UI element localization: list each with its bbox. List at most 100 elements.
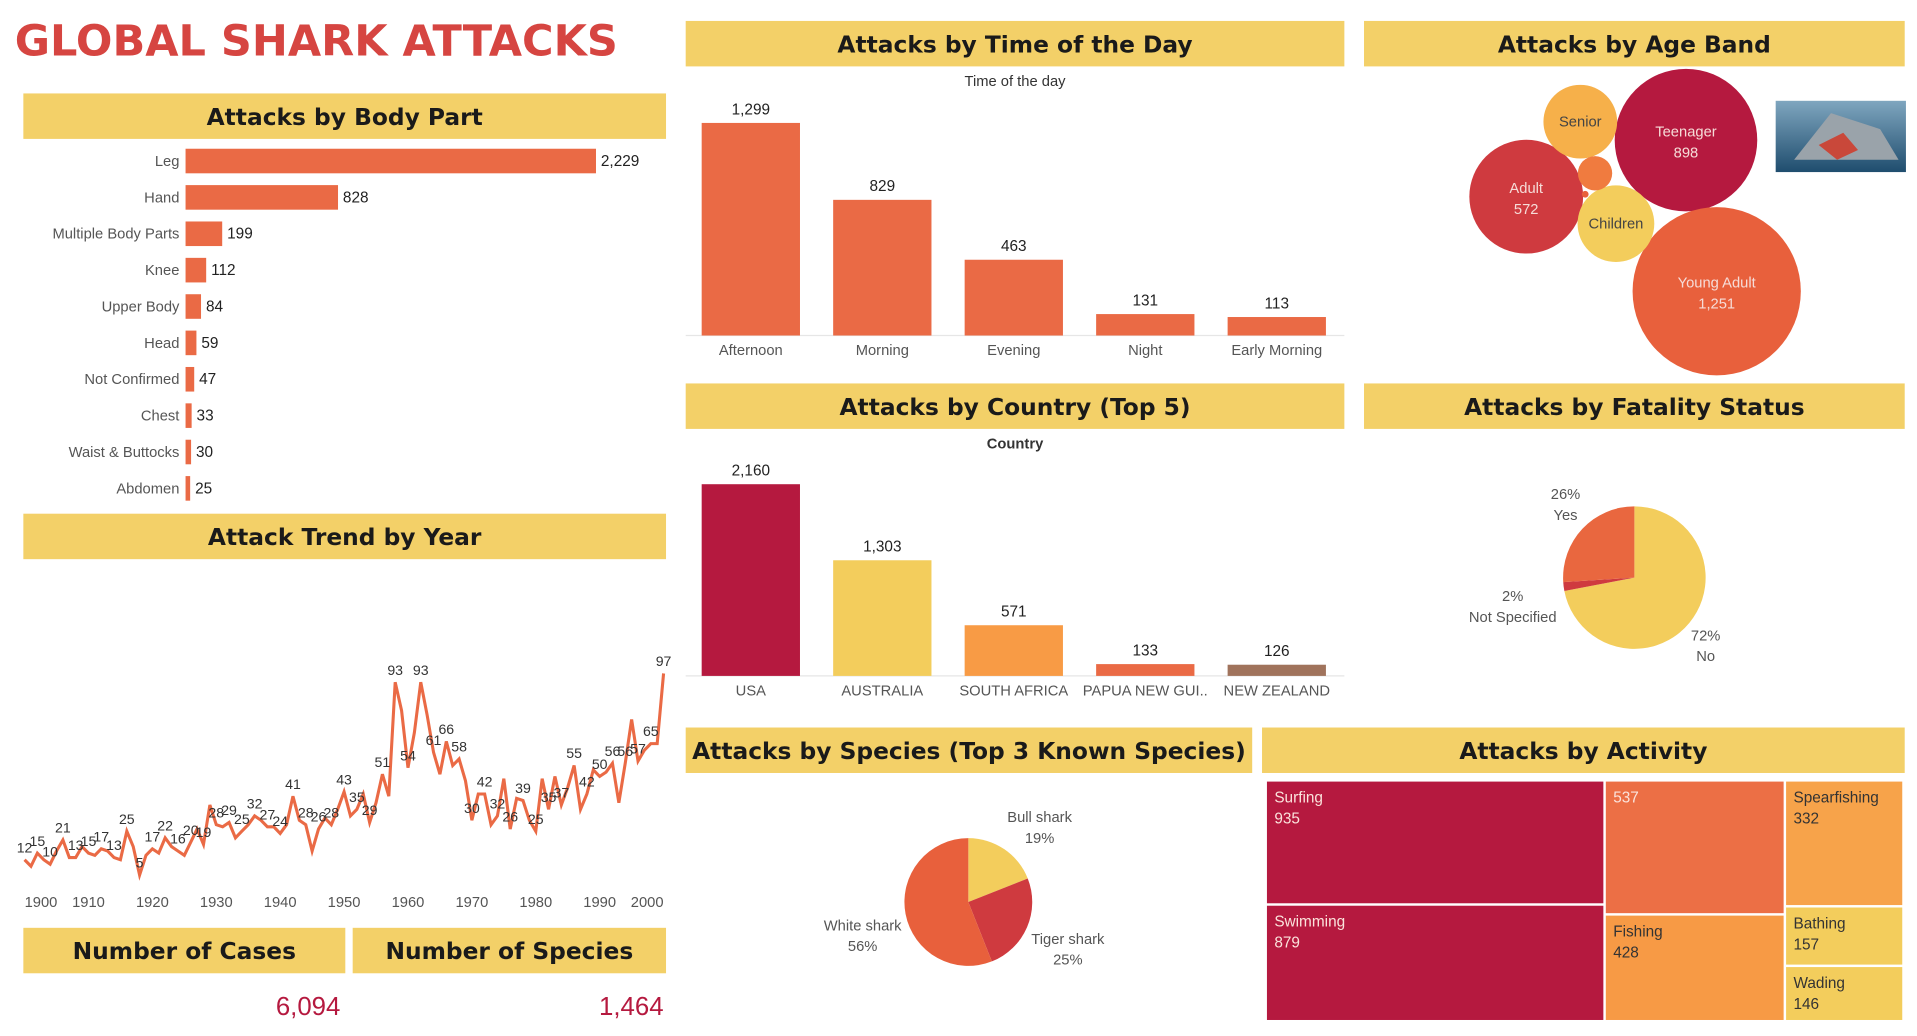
shark-photo <box>1775 100 1906 173</box>
category-label: Chest <box>141 409 180 425</box>
category-label: Abdomen <box>116 481 179 497</box>
panel-title: Attacks by Age Band <box>1498 30 1771 58</box>
category-label: Head <box>144 336 179 352</box>
slice-label: No <box>1696 649 1715 665</box>
bar <box>185 221 223 247</box>
panel-header <box>1364 383 1905 429</box>
data-label: 28 <box>208 804 224 820</box>
slice-label: Tiger shark <box>1031 932 1105 948</box>
bubble <box>1469 139 1584 254</box>
data-label: 28 <box>298 804 314 820</box>
value-label: 25 <box>195 480 212 497</box>
x-tick-label: Morning <box>856 343 909 359</box>
x-tick-label: 1930 <box>200 895 233 911</box>
x-tick-label: 1990 <box>583 895 616 911</box>
panel-header <box>23 93 667 139</box>
cell-value: 428 <box>1613 944 1639 961</box>
data-label: 16 <box>170 831 186 847</box>
slice-label: Bull shark <box>1007 810 1072 826</box>
data-label: 51 <box>375 754 391 770</box>
cell-value: 537 <box>1613 789 1639 806</box>
panel-title: Attacks by Body Part <box>207 103 483 131</box>
data-label: 5 <box>136 855 144 871</box>
x-tick-label: Afternoon <box>719 343 783 359</box>
bubble <box>1577 185 1655 263</box>
treemap-cell <box>1786 781 1903 906</box>
data-label: 19 <box>196 824 212 840</box>
data-label: 55 <box>566 745 582 761</box>
panel-header <box>352 927 667 974</box>
bubble <box>1614 68 1758 212</box>
data-label: 56 <box>617 743 633 759</box>
data-label: 54 <box>400 747 416 763</box>
data-label: 93 <box>387 662 403 678</box>
x-tick-label: 1950 <box>328 895 361 911</box>
x-tick-label: Evening <box>987 343 1040 359</box>
bar <box>964 625 1063 676</box>
data-label: 26 <box>502 809 518 825</box>
slice-label: 26% <box>1551 487 1581 503</box>
treemap-cell <box>1266 905 1604 1020</box>
data-label: 65 <box>643 723 659 739</box>
panel-title: Number of Species <box>385 937 633 965</box>
x-tick-label: AUSTRALIA <box>841 684 923 700</box>
data-label: 32 <box>247 796 263 812</box>
bubble-label: Adult <box>1509 181 1543 197</box>
x-tick-label: NEW ZEALAND <box>1224 684 1330 700</box>
cell-label: Swimming <box>1274 914 1345 931</box>
treemap-cell <box>1605 781 1784 914</box>
x-tick-label: PAPUA NEW GUI.. <box>1083 684 1208 700</box>
panel-title: Attacks by Country (Top 5) <box>840 393 1191 421</box>
bubble <box>1577 156 1613 191</box>
cell-value: 935 <box>1274 810 1300 827</box>
bar <box>833 199 932 336</box>
data-label: 32 <box>490 796 506 812</box>
category-label: Waist & Buttocks <box>69 445 180 461</box>
value-label: 131 <box>1132 292 1158 309</box>
data-label: 58 <box>451 739 467 755</box>
cell-value: 146 <box>1793 996 1819 1013</box>
kpi-value: 1,464 <box>599 993 664 1021</box>
slice-label: 19% <box>1025 831 1055 847</box>
value-label: 113 <box>1265 295 1290 312</box>
panel-header <box>685 20 1345 67</box>
bar <box>833 560 932 676</box>
page-title: GLOBAL SHARK ATTACKS <box>15 16 618 66</box>
category-label: Upper Body <box>102 299 180 315</box>
bubble-label: Children <box>1588 217 1643 233</box>
panel-title: Attacks by Species (Top 3 Known Species) <box>692 737 1246 765</box>
pie-slice <box>968 838 1028 903</box>
panel-title: Number of Cases <box>73 937 296 965</box>
bubble-value: 1,251 <box>1698 296 1735 312</box>
bar <box>185 257 207 283</box>
x-tick-label: 1910 <box>72 895 105 911</box>
value-label: 828 <box>343 189 369 206</box>
cell-label: Spearfishing <box>1793 789 1878 806</box>
bubble <box>1543 84 1618 159</box>
x-tick-label: 2000 <box>631 895 664 911</box>
cell-label: Surfing <box>1274 789 1323 806</box>
panel-header <box>23 513 667 560</box>
pie-slice <box>1563 506 1635 583</box>
x-tick-label: 1920 <box>136 895 169 911</box>
data-label: 24 <box>272 813 288 829</box>
bubble-label: Teenager <box>1655 124 1717 140</box>
panel-header <box>1262 727 1905 773</box>
bubble-value: 572 <box>1514 202 1539 218</box>
data-label: 17 <box>145 828 161 844</box>
value-label: 126 <box>1264 643 1290 660</box>
bar <box>185 185 339 210</box>
chart-subtitle: Time of the day <box>965 74 1067 90</box>
value-label: 2,160 <box>732 463 770 480</box>
bubble <box>1581 190 1589 198</box>
data-label: 15 <box>29 833 45 849</box>
x-tick-label: Early Morning <box>1231 343 1322 359</box>
treemap-cell <box>1605 915 1784 1020</box>
value-label: 47 <box>199 371 216 388</box>
slice-label: 2% <box>1502 589 1523 605</box>
data-label: 25 <box>119 811 135 827</box>
value-label: 463 <box>1001 238 1027 255</box>
x-tick-label: 1970 <box>455 895 488 911</box>
category-label: Not Confirmed <box>84 372 179 388</box>
